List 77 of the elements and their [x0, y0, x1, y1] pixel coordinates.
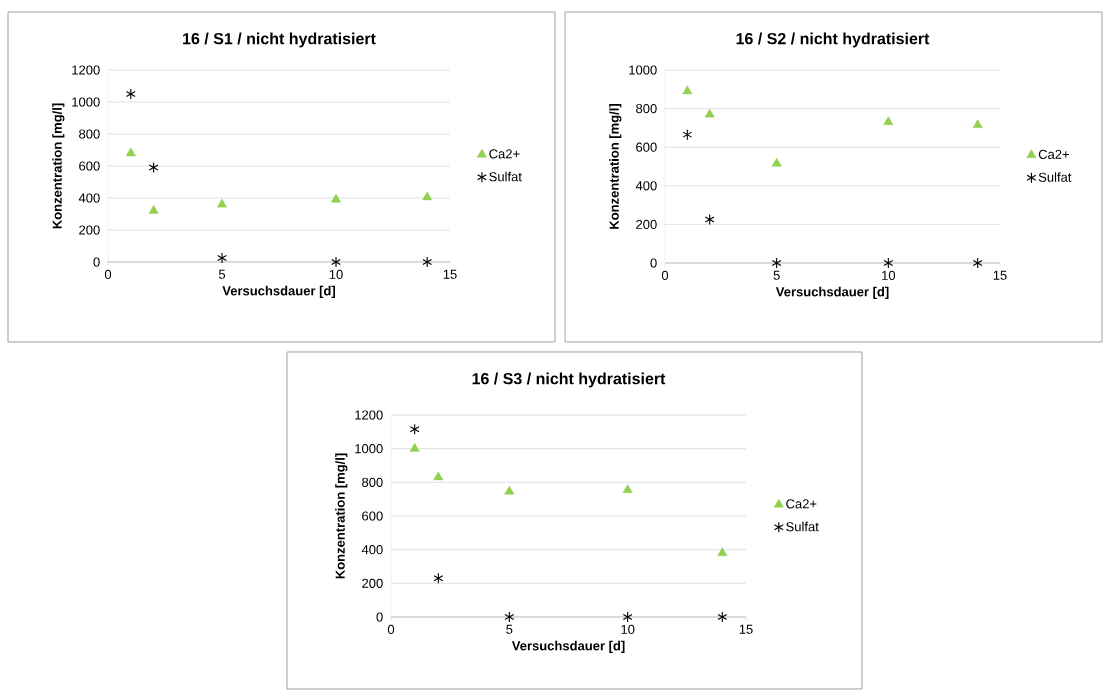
y-tick-label: 200 [362, 578, 383, 588]
y-tick-label: 0 [93, 257, 100, 267]
point [422, 256, 433, 268]
point [622, 484, 633, 493]
y-tick-label: 200 [79, 225, 100, 235]
point [433, 471, 444, 481]
point [433, 572, 444, 584]
x-tick-label: 0 [104, 269, 112, 279]
y-tick-label: 400 [78, 193, 100, 203]
y-tick-label: 200 [636, 219, 657, 229]
y-tick-label: 400 [635, 181, 657, 191]
x-tick-label: 15 [443, 269, 457, 279]
y-axis-title: Konzentration [mg/l] [335, 453, 348, 579]
y-axis-title: Konzentration [mg/l] [52, 103, 65, 229]
legend-label: Ca2+ [1038, 149, 1069, 159]
y-tick-label: 1000 [72, 97, 100, 107]
point [704, 108, 715, 118]
y-tick-label: 600 [362, 511, 383, 521]
point [972, 119, 983, 128]
x-tick-label: 0 [387, 624, 395, 634]
y-tick-label: 1000 [355, 444, 383, 454]
y-tick-label: 800 [79, 129, 100, 139]
x-tick-label: 15 [739, 624, 753, 634]
point [883, 257, 894, 269]
chart-title: 16 / S2 / nicht hydratisiert [736, 32, 930, 48]
point [972, 257, 983, 269]
x-axis-title: Versuchsdauer [d] [222, 285, 335, 298]
point [771, 257, 782, 269]
point [331, 256, 341, 268]
point [504, 611, 515, 623]
x-axis-title: Versuchsdauer [d] [775, 286, 889, 299]
legend-label: Ca2+ [786, 499, 817, 509]
point [622, 611, 633, 623]
x-tick-label: 0 [661, 270, 669, 280]
y-tick-label: 600 [79, 161, 100, 171]
point [217, 252, 227, 264]
y-tick-label: 0 [650, 258, 657, 268]
x-tick-label: 10 [621, 624, 635, 634]
point [217, 198, 227, 208]
y-tick-label: 1200 [72, 65, 100, 75]
legend-label: Sulfat [1038, 172, 1072, 182]
y-tick-label: 800 [362, 477, 383, 487]
chart-title: 16 / S1 / nicht hydratisiert [183, 32, 376, 48]
legend-label: Sulfat [489, 171, 522, 182]
point [409, 423, 420, 435]
point [717, 547, 728, 556]
x-tick-label: 10 [329, 269, 343, 279]
point [883, 116, 894, 126]
y-tick-label: 400 [361, 545, 383, 555]
y-tick-label: 0 [376, 612, 383, 622]
point [682, 85, 693, 95]
point [771, 157, 782, 167]
point [148, 162, 159, 174]
y-tick-label: 1200 [355, 410, 383, 420]
x-tick-label: 5 [773, 270, 780, 280]
x-tick-label: 5 [218, 269, 226, 279]
legend-label: Sulfat [786, 521, 819, 532]
point [148, 205, 159, 214]
point [409, 442, 420, 452]
point [682, 129, 693, 141]
x-tick-label: 5 [506, 624, 513, 634]
x-tick-label: 15 [993, 270, 1007, 280]
point [331, 193, 341, 203]
point [704, 214, 715, 226]
point [717, 611, 728, 623]
y-tick-label: 600 [636, 142, 657, 152]
legend-label: Ca2+ [489, 149, 520, 159]
y-tick-label: 1000 [629, 65, 657, 75]
y-tick-label: 800 [636, 103, 657, 114]
point [504, 485, 515, 495]
x-tick-label: 10 [882, 270, 896, 280]
x-axis-title: Versuchsdauer [d] [511, 640, 625, 653]
point [125, 147, 136, 157]
point [125, 88, 136, 100]
y-axis-title: Konzentration [mg/l] [609, 104, 622, 229]
point [422, 191, 433, 201]
chart-title: 16 / S3 / nicht hydratisiert [472, 372, 666, 388]
